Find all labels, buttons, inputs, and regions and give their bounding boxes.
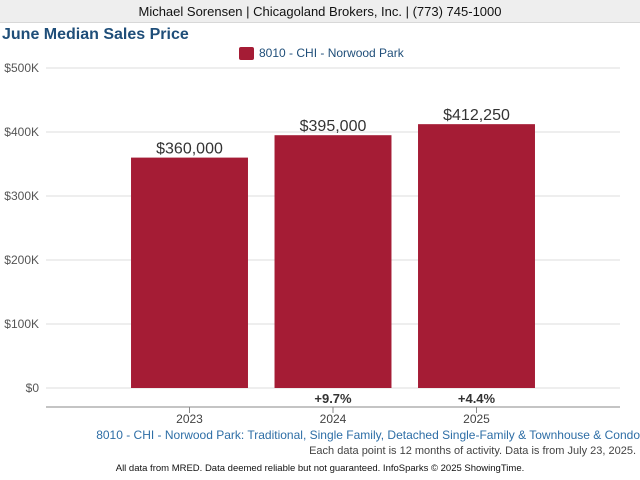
bar-value-label: $360,000 <box>156 141 223 158</box>
y-tick-label: $200K <box>4 253 39 267</box>
chart-title: June Median Sales Price <box>2 26 189 43</box>
x-tick-label: 2023 <box>176 412 203 426</box>
bar-value-label: $412,250 <box>443 107 510 124</box>
header-bar: Michael Sorensen | Chicagoland Brokers, … <box>0 0 640 23</box>
y-tick-label: $400K <box>4 125 39 139</box>
change-label: +4.4% <box>458 391 496 406</box>
legend[interactable]: 8010 - CHI - Norwood Park <box>239 45 404 61</box>
bar <box>274 135 392 388</box>
y-tick-label: $500K <box>4 61 39 75</box>
bar <box>131 157 248 388</box>
legend-label: 8010 - CHI - Norwood Park <box>259 46 404 60</box>
legend-swatch <box>239 46 254 60</box>
data-note: Each data point is 12 months of activity… <box>309 445 636 457</box>
change-label: +9.7% <box>314 391 352 406</box>
bar <box>418 124 535 388</box>
y-tick-label: $0 <box>26 381 40 395</box>
header-contact-text: Michael Sorensen | Chicagoland Brokers, … <box>138 3 502 19</box>
y-tick-label: $300K <box>4 189 39 203</box>
x-tick-label: 2025 <box>463 412 490 426</box>
x-tick-label: 2024 <box>320 412 347 426</box>
disclaimer: All data from MRED. Data deemed reliable… <box>115 463 525 474</box>
y-tick-label: $100K <box>4 317 39 331</box>
chart-subtitle: 8010 - CHI - Norwood Park: Traditional, … <box>96 428 640 442</box>
bar-value-label: $395,000 <box>300 118 367 135</box>
